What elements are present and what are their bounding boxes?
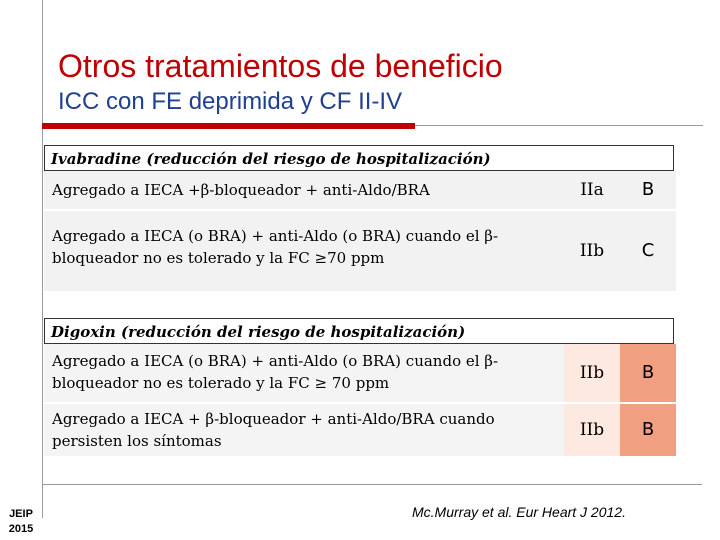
table-row: Agregado a IECA +β-bloqueador + anti-Ald… — [44, 171, 676, 209]
digoxin-header: Digoxin (reducción del riesgo de hospita… — [44, 318, 674, 344]
ivabradine-header: Ivabradine (reducción del riesgo de hosp… — [44, 145, 674, 171]
digoxin-table: Digoxin (reducción del riesgo de hospita… — [44, 318, 676, 456]
level-of-evidence: B — [620, 171, 676, 209]
class-of-recommendation: IIb — [564, 344, 620, 402]
slide-subtitle: ICC con FE deprimida y CF II-IV — [58, 88, 403, 115]
citation: Mc.Murray et al. Eur Heart J 2012. — [412, 504, 626, 520]
class-of-recommendation: IIb — [564, 211, 620, 291]
table-row: Agregado a IECA (o BRA) + anti-Aldo (o B… — [44, 211, 676, 291]
title-underline-red — [42, 123, 415, 129]
row-divider — [44, 209, 676, 211]
slide-title: Otros tratamientos de beneficio — [58, 48, 503, 84]
footer-line-1: JEIP — [9, 508, 33, 520]
ivabradine-table: Ivabradine (reducción del riesgo de hosp… — [44, 145, 676, 291]
table-row: Agregado a IECA (o BRA) + anti-Aldo (o B… — [44, 344, 676, 402]
footer-badge: JEIP 2015 — [6, 507, 36, 537]
level-of-evidence: B — [620, 344, 676, 402]
level-of-evidence: C — [620, 211, 676, 291]
class-of-recommendation: IIa — [564, 171, 620, 209]
bottom-rule — [42, 484, 702, 485]
recommendation-text: Agregado a IECA (o BRA) + anti-Aldo (o B… — [52, 227, 499, 267]
footer-line-2: 2015 — [8, 523, 34, 535]
class-of-recommendation: IIb — [564, 404, 620, 456]
title-underline-gray — [415, 125, 703, 126]
table-row: Agregado a IECA + β-bloqueador + anti-Al… — [44, 404, 676, 456]
recommendation-text: Agregado a IECA + β-bloqueador + anti-Al… — [52, 410, 495, 450]
row-divider — [44, 402, 676, 404]
left-vertical-rule — [42, 0, 43, 518]
level-of-evidence: B — [620, 404, 676, 456]
recommendation-text: Agregado a IECA +β-bloqueador + anti-Ald… — [52, 181, 430, 199]
recommendation-text: Agregado a IECA (o BRA) + anti-Aldo (o B… — [52, 352, 499, 392]
